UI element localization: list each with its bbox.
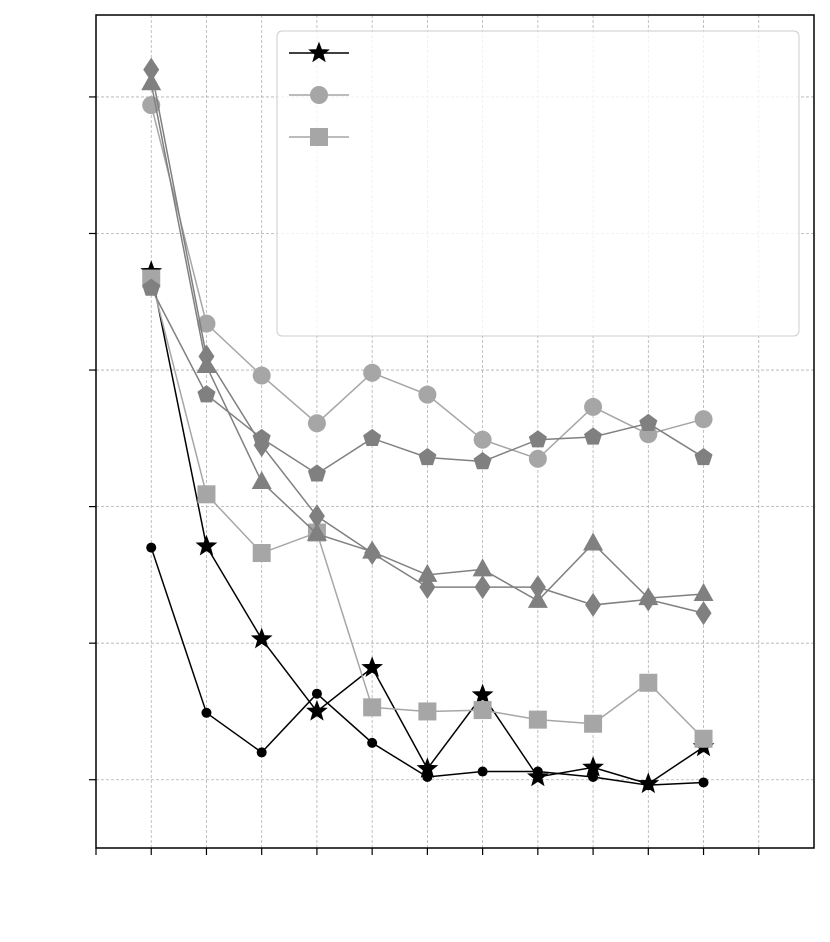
legend bbox=[276, 30, 800, 337]
square-marker bbox=[418, 702, 437, 721]
pentagon-marker bbox=[584, 427, 603, 445]
series-layer bbox=[140, 57, 715, 794]
diamond-marker bbox=[529, 575, 546, 600]
circle-marker bbox=[252, 366, 271, 385]
square-marker bbox=[639, 673, 658, 692]
star-marker bbox=[361, 656, 384, 677]
series-circle bbox=[142, 96, 713, 468]
plot-frame bbox=[95, 14, 815, 849]
star-marker bbox=[471, 683, 494, 705]
axes bbox=[89, 14, 815, 855]
circle-marker bbox=[694, 410, 713, 429]
diamond-marker bbox=[640, 587, 657, 612]
square-marker bbox=[528, 710, 547, 729]
series-dot bbox=[146, 542, 709, 791]
triangle-marker bbox=[417, 563, 438, 582]
star-marker bbox=[195, 534, 218, 556]
triangle-marker bbox=[251, 471, 272, 490]
triangle-marker bbox=[472, 558, 493, 577]
square-marker bbox=[310, 128, 328, 146]
star-marker bbox=[308, 41, 330, 63]
circle-marker bbox=[418, 385, 437, 404]
triangle-marker bbox=[693, 583, 714, 602]
dot-marker bbox=[367, 737, 378, 748]
triangle-marker bbox=[583, 532, 604, 551]
pentagon-marker bbox=[142, 278, 161, 296]
series-diamond bbox=[143, 57, 712, 626]
legend-entry bbox=[289, 41, 349, 63]
star-marker bbox=[582, 756, 604, 777]
pentagon-marker bbox=[197, 385, 216, 403]
circle-marker bbox=[473, 430, 492, 449]
dot-marker bbox=[643, 780, 654, 791]
diamond-marker bbox=[585, 592, 602, 617]
dot-marker bbox=[698, 777, 709, 788]
circle-marker bbox=[363, 363, 382, 382]
star-marker bbox=[250, 627, 273, 649]
pentagon-marker bbox=[694, 447, 713, 466]
circle-marker bbox=[528, 449, 547, 468]
pentagon-marker bbox=[418, 447, 437, 466]
triangle-marker bbox=[306, 522, 327, 541]
dot-marker bbox=[588, 771, 599, 782]
diamond-marker bbox=[253, 433, 270, 458]
diamond-marker bbox=[198, 344, 215, 369]
pentagon-marker bbox=[639, 413, 658, 431]
dot-marker bbox=[201, 707, 212, 718]
legend-entry bbox=[289, 128, 349, 146]
star-marker bbox=[306, 700, 328, 721]
diamond-marker bbox=[695, 601, 712, 626]
circle-marker bbox=[307, 414, 326, 433]
square-marker bbox=[584, 714, 603, 733]
diamond-marker bbox=[143, 57, 160, 82]
diamond-marker bbox=[474, 575, 491, 600]
dot-marker bbox=[146, 542, 157, 553]
pentagon-marker bbox=[363, 428, 382, 447]
diamond-marker bbox=[419, 575, 436, 600]
dot-marker bbox=[311, 688, 322, 699]
legend-entry bbox=[289, 86, 349, 104]
diamond-marker bbox=[364, 541, 381, 566]
square-marker bbox=[197, 485, 216, 504]
dot-marker bbox=[532, 766, 543, 777]
dot-marker bbox=[477, 766, 488, 777]
pentagon-marker bbox=[528, 430, 547, 448]
legend-box bbox=[276, 30, 800, 337]
square-marker bbox=[694, 729, 713, 748]
dot-marker bbox=[422, 771, 433, 782]
pentagon-marker bbox=[473, 452, 492, 470]
circle-marker bbox=[310, 86, 328, 104]
circle-marker bbox=[584, 397, 603, 416]
square-marker bbox=[473, 701, 492, 720]
diamond-marker bbox=[308, 504, 325, 529]
series-pentagon bbox=[142, 278, 713, 482]
square-marker bbox=[363, 698, 382, 717]
circle-marker bbox=[197, 314, 216, 333]
pentagon-marker bbox=[307, 464, 326, 482]
dot-marker bbox=[256, 747, 267, 758]
square-marker bbox=[252, 544, 271, 563]
